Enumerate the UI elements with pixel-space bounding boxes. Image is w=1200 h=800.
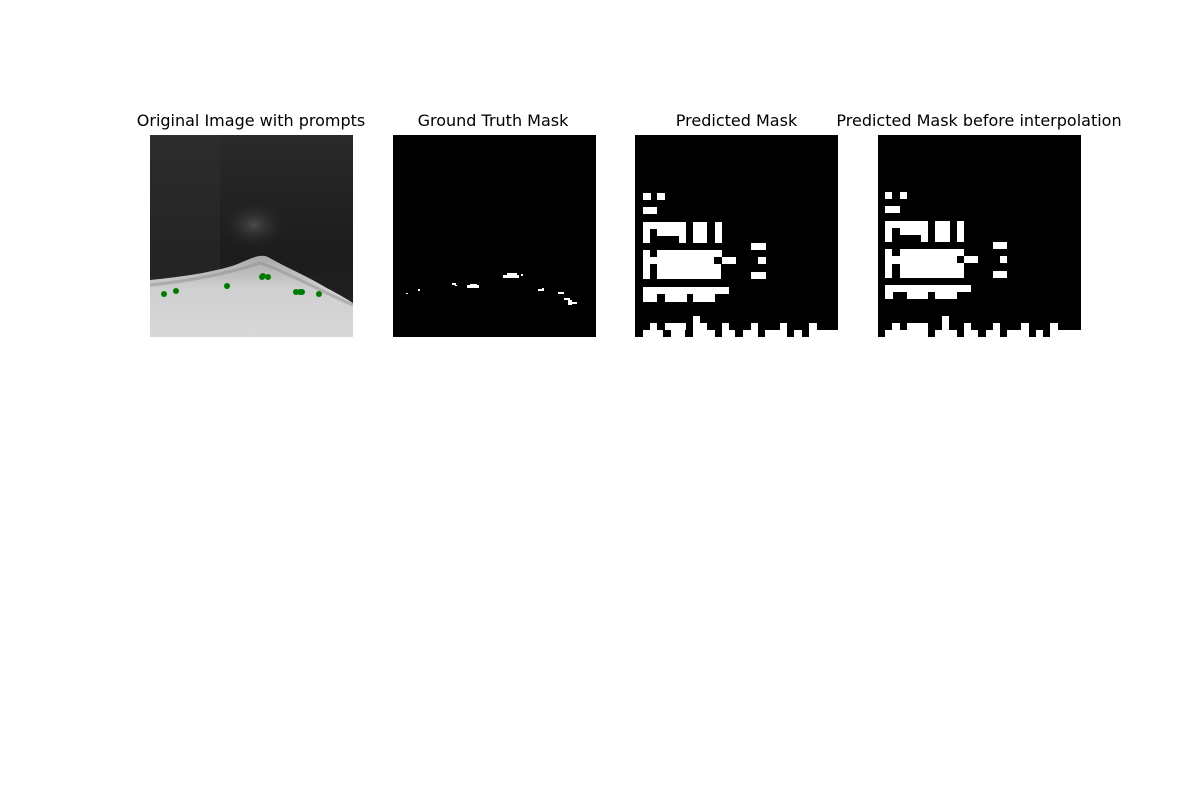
original-image-panel (150, 135, 353, 337)
prompt-point (224, 283, 230, 289)
ground-truth-mask-panel (393, 135, 596, 337)
ground-truth-mask (393, 135, 596, 337)
prompt-point (316, 291, 322, 297)
panel-title-ground-truth: Ground Truth Mask (417, 111, 569, 130)
original-image (150, 135, 353, 337)
prompt-point (260, 273, 266, 279)
predicted-mask (635, 135, 838, 337)
predicted-mask-before-interp-panel (878, 135, 1081, 337)
panel-title-predicted-before-interp: Predicted Mask before interpolation (836, 111, 1122, 130)
predicted-mask-panel (635, 135, 838, 337)
panel-title-original: Original Image with prompts (136, 111, 366, 130)
prompt-point (299, 289, 305, 295)
panel-title-predicted: Predicted Mask (675, 111, 798, 130)
predicted-mask-before-interpolation (878, 135, 1081, 337)
prompt-point (265, 274, 271, 280)
prompt-point (173, 288, 179, 294)
prompt-point (161, 291, 167, 297)
